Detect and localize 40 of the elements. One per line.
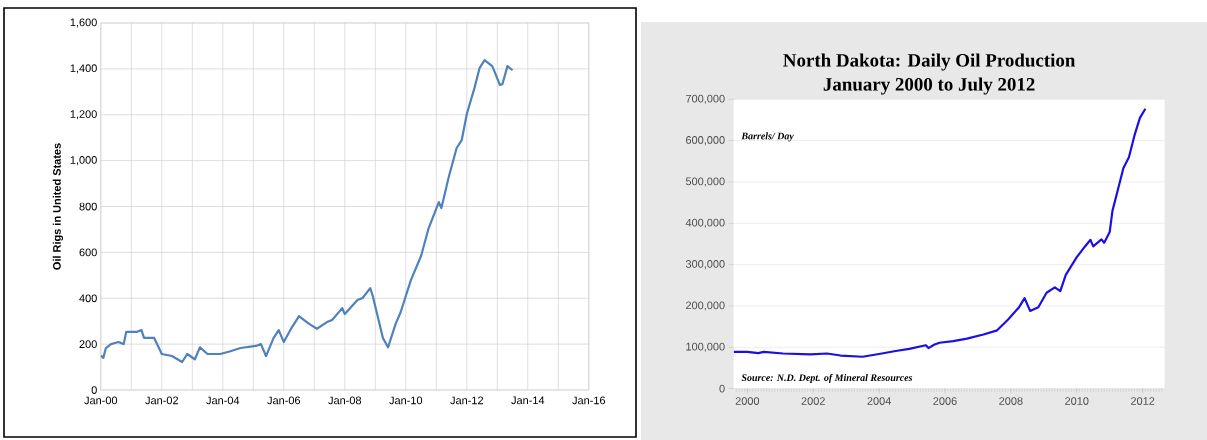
y-tick-label: 800 <box>79 202 97 211</box>
y-tick-label: 1,600 <box>70 18 97 28</box>
annotation: Source: N.D. Dept. of Mineral Resources <box>741 373 913 384</box>
x-tick-label: Jan-00 <box>84 396 118 405</box>
x-tick-label: 2002 <box>801 397 825 405</box>
line-series <box>100 59 514 364</box>
x-tick-label: 2006 <box>933 397 957 405</box>
x-tick-label: Jan-10 <box>389 396 423 405</box>
y-tick-label: 100,000 <box>686 342 725 352</box>
y-tick-label: 0 <box>91 386 97 394</box>
chart-title: North Dakota: Daily Oil Production <box>783 53 1076 71</box>
y-tick-label: 600,000 <box>686 136 725 146</box>
x-tick-label: Jan-04 <box>206 396 240 405</box>
x-tick-label: Jan-08 <box>328 396 362 405</box>
x-tick-label: Jan-12 <box>450 396 484 405</box>
y-tick-label: 1,000 <box>70 156 97 166</box>
x-tick-label: Jan-02 <box>145 396 178 405</box>
y-tick-label: 200 <box>79 340 97 349</box>
y-tick-label: 1,200 <box>70 110 97 120</box>
y-tick-label: 500,000 <box>685 177 725 187</box>
x-tick-label: 2004 <box>867 397 891 405</box>
chart-subtitle: January 2000 to July 2012 <box>823 77 1035 95</box>
y-tick-label: 600 <box>79 248 97 257</box>
x-tick-label: 2000 <box>735 397 760 405</box>
x-tick-label: Jan-06 <box>267 396 301 405</box>
y-tick-label: 700,000 <box>686 94 725 104</box>
y-tick-label: 400,000 <box>685 218 725 228</box>
y-tick-label: 200,000 <box>686 301 725 311</box>
x-tick-label: Jan-14 <box>511 396 545 405</box>
y-tick-label: 1,400 <box>70 64 97 74</box>
y-tick-label: 300,000 <box>685 260 725 270</box>
x-tick-label: 2008 <box>999 397 1023 405</box>
y-axis-title: Oil Rigs in United States <box>52 143 64 270</box>
x-tick-label: Jan-16 <box>572 396 606 405</box>
x-tick-label: 2012 <box>1131 397 1155 405</box>
y-tick-label: 400 <box>79 294 97 303</box>
y-tick-label: 0 <box>719 384 725 393</box>
y-axis-title: Barrels/ Day <box>741 132 794 142</box>
x-tick-label: 2010 <box>1065 397 1089 405</box>
line-series <box>733 107 1147 358</box>
